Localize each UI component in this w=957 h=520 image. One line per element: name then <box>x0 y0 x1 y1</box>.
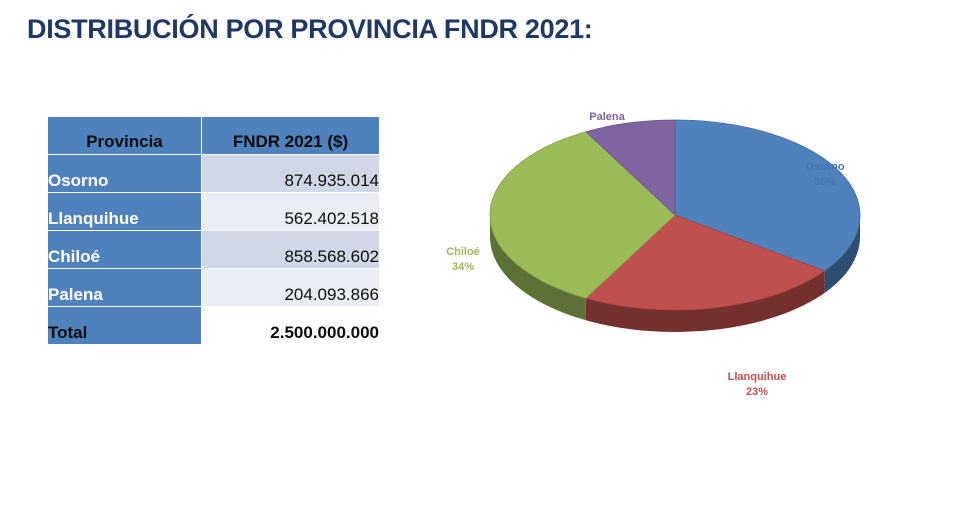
pie-percent-llanquihue: 23% <box>746 386 768 398</box>
pie-slice-chiloé <box>489 131 676 299</box>
table-total-row: Total 2.500.000.000 <box>47 306 380 345</box>
table-header-row: Provincia FNDR 2021 ($) <box>47 116 380 155</box>
table-row: Palena 204.093.866 <box>47 268 380 307</box>
row-provincia: Osorno <box>47 154 202 193</box>
pie-slice-palena <box>585 119 676 216</box>
pie-percent-osorno: 35% <box>814 176 836 188</box>
pie-percent-palena: 8% <box>599 126 615 138</box>
row-monto: 874.935.014 <box>201 154 380 193</box>
table-row: Llanquihue 562.402.518 <box>47 192 380 231</box>
pie-label-osorno: Osorno <box>805 161 844 173</box>
pie-side-osorno <box>824 215 860 293</box>
pie-chart: Osorno 35% Llanquihue 23% Chiloé 34% Palena 8% <box>446 111 861 398</box>
row-monto: 562.402.518 <box>201 192 380 231</box>
row-provincia: Palena <box>47 268 202 307</box>
table-row: Osorno 874.935.014 <box>47 154 380 193</box>
header-provincia: Provincia <box>47 116 202 155</box>
row-provincia: Chiloé <box>47 230 202 269</box>
pie-label-llanquihue: Llanquihue <box>728 371 787 383</box>
pie-percent-chiloé: 34% <box>452 261 474 273</box>
header-fndr: FNDR 2021 ($) <box>201 116 380 155</box>
pie-slice-osorno <box>674 119 861 272</box>
table-row: Chiloé 858.568.602 <box>47 230 380 269</box>
page-title: DISTRIBUCIÓN POR PROVINCIA FNDR 2021: <box>27 14 593 44</box>
pie-label-palena: Palena <box>589 111 625 123</box>
row-provincia: Llanquihue <box>47 192 202 231</box>
row-monto: 204.093.866 <box>201 268 380 307</box>
pie-side-chiloé <box>490 215 586 321</box>
total-value: 2.500.000.000 <box>201 306 380 345</box>
pie-label-chiloé: Chiloé <box>446 246 480 258</box>
pie-side-llanquihue <box>585 270 825 332</box>
row-monto: 858.568.602 <box>201 230 380 269</box>
total-label: Total <box>47 306 202 345</box>
pie-slice-llanquihue <box>585 214 826 311</box>
province-table: Provincia FNDR 2021 ($) Osorno 874.935.0… <box>47 116 380 345</box>
